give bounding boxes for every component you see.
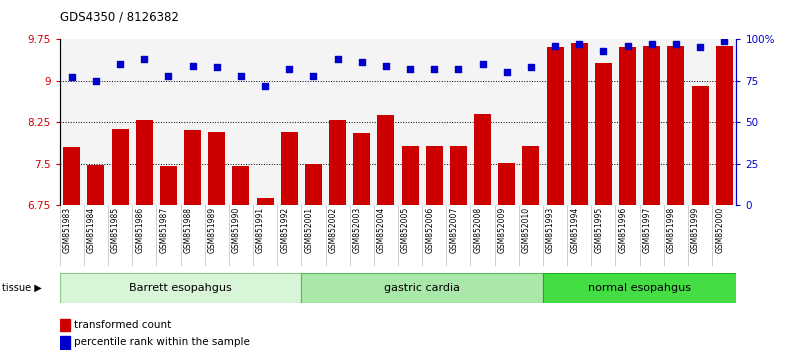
Bar: [402, 146, 419, 205]
Bar: [136, 120, 153, 205]
Text: GSM852003: GSM852003: [353, 207, 361, 253]
Bar: [692, 86, 708, 205]
Point: [380, 63, 392, 68]
Point: [548, 43, 561, 48]
Text: tissue ▶: tissue ▶: [2, 282, 41, 293]
Text: GSM851986: GSM851986: [135, 207, 144, 253]
Bar: [522, 146, 540, 205]
Point: [621, 43, 634, 48]
Text: gastric cardia: gastric cardia: [384, 282, 460, 293]
Point: [646, 41, 658, 47]
Bar: [232, 166, 249, 205]
Bar: [111, 129, 129, 205]
Text: GSM851998: GSM851998: [667, 207, 676, 253]
Point: [404, 66, 416, 72]
Point: [331, 56, 344, 62]
Point: [307, 73, 320, 78]
Text: GSM852004: GSM852004: [377, 207, 386, 253]
Bar: [60, 273, 302, 303]
Text: GDS4350 / 8126382: GDS4350 / 8126382: [60, 11, 178, 24]
Text: GSM852001: GSM852001: [304, 207, 314, 253]
Point: [259, 83, 271, 88]
Point: [355, 59, 368, 65]
Bar: [209, 132, 225, 205]
Text: GSM852006: GSM852006: [425, 207, 435, 253]
Text: GSM851997: GSM851997: [642, 207, 652, 253]
Bar: [547, 47, 564, 205]
Point: [476, 61, 489, 67]
Text: GSM851991: GSM851991: [256, 207, 265, 253]
Bar: [281, 132, 298, 205]
Point: [138, 56, 150, 62]
Point: [65, 74, 78, 80]
Bar: [60, 319, 70, 331]
Point: [718, 38, 731, 44]
Point: [501, 69, 513, 75]
Text: GSM851994: GSM851994: [570, 207, 579, 253]
Bar: [643, 46, 660, 205]
Text: GSM852008: GSM852008: [474, 207, 482, 253]
Text: GSM851999: GSM851999: [691, 207, 700, 253]
Bar: [543, 273, 736, 303]
Text: GSM851993: GSM851993: [546, 207, 555, 253]
Bar: [667, 46, 685, 205]
Text: GSM851988: GSM851988: [184, 207, 193, 253]
Point: [186, 63, 199, 68]
Bar: [716, 46, 732, 205]
Text: GSM852010: GSM852010: [522, 207, 531, 253]
Text: GSM851983: GSM851983: [63, 207, 72, 253]
Text: GSM851995: GSM851995: [595, 207, 603, 253]
Bar: [571, 43, 587, 205]
Bar: [474, 114, 491, 205]
Bar: [353, 133, 370, 205]
Point: [525, 64, 537, 70]
Bar: [619, 47, 636, 205]
Text: GSM852000: GSM852000: [716, 207, 724, 253]
Bar: [426, 146, 443, 205]
Text: GSM852002: GSM852002: [329, 207, 338, 253]
Bar: [377, 115, 394, 205]
Bar: [60, 336, 70, 349]
Point: [669, 41, 682, 47]
Text: percentile rank within the sample: percentile rank within the sample: [73, 337, 249, 348]
Point: [235, 73, 248, 78]
Text: GSM852009: GSM852009: [498, 207, 507, 253]
Text: GSM851984: GSM851984: [87, 207, 96, 253]
Point: [283, 66, 295, 72]
Point: [114, 61, 127, 67]
Bar: [64, 147, 80, 205]
Bar: [498, 162, 515, 205]
Bar: [329, 120, 346, 205]
Text: GSM851989: GSM851989: [208, 207, 217, 253]
Point: [428, 66, 441, 72]
Text: GSM851987: GSM851987: [159, 207, 169, 253]
Bar: [184, 131, 201, 205]
Point: [693, 45, 706, 50]
Text: GSM852005: GSM852005: [401, 207, 410, 253]
Text: GSM851985: GSM851985: [111, 207, 120, 253]
Text: GSM852007: GSM852007: [450, 207, 458, 253]
Text: Barrett esopahgus: Barrett esopahgus: [129, 282, 232, 293]
Text: GSM851996: GSM851996: [618, 207, 627, 253]
Text: transformed count: transformed count: [73, 320, 171, 330]
Text: GSM851992: GSM851992: [280, 207, 289, 253]
Bar: [160, 166, 177, 205]
Point: [452, 66, 465, 72]
Point: [162, 73, 175, 78]
Text: normal esopahgus: normal esopahgus: [588, 282, 691, 293]
Point: [573, 41, 586, 47]
Point: [90, 78, 103, 84]
Bar: [305, 164, 322, 205]
Bar: [302, 273, 543, 303]
Text: GSM851990: GSM851990: [232, 207, 241, 253]
Bar: [256, 198, 274, 205]
Bar: [595, 63, 612, 205]
Bar: [88, 165, 104, 205]
Point: [210, 64, 223, 70]
Point: [597, 48, 610, 53]
Bar: [450, 146, 467, 205]
